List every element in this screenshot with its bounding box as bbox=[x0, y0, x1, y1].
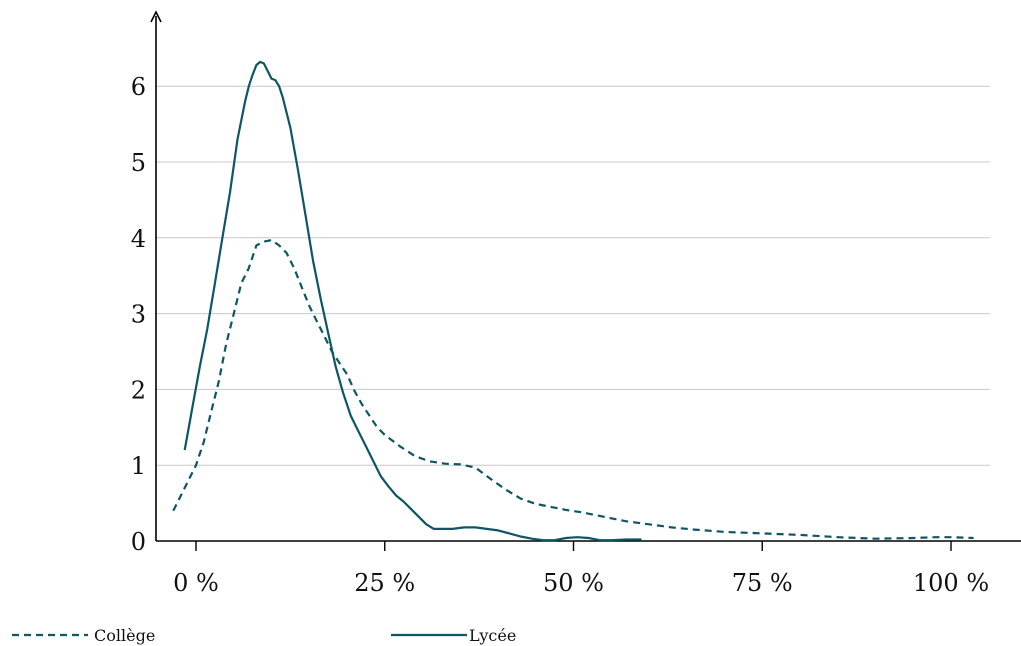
x-tick-label: 75 % bbox=[732, 569, 793, 597]
y-tick-label: 5 bbox=[131, 149, 146, 177]
ticks: 0 1 2 3 4 5 6 0 % 25 % 50 % 75 % 100 % bbox=[131, 73, 989, 597]
y-tick-label: 6 bbox=[131, 73, 146, 101]
x-tick-label: 25 % bbox=[354, 569, 415, 597]
y-tick-label: 0 bbox=[131, 528, 146, 556]
series-line-lycee bbox=[183, 60, 642, 542]
x-tick-label: 50 % bbox=[543, 569, 604, 597]
x-tick-label: 100 % bbox=[913, 569, 989, 597]
gridlines bbox=[156, 85, 990, 466]
series bbox=[172, 60, 974, 542]
series-line-college bbox=[172, 239, 974, 540]
y-tick-label: 1 bbox=[131, 452, 146, 480]
legend: Collège Lycée bbox=[12, 626, 516, 645]
axes bbox=[150, 10, 1021, 542]
y-tick-label: 3 bbox=[131, 301, 146, 329]
legend-label: Collège bbox=[94, 626, 155, 645]
y-tick-label: 2 bbox=[131, 376, 146, 404]
y-tick-label: 4 bbox=[131, 225, 146, 253]
x-tick-label: 0 % bbox=[173, 569, 219, 597]
y-axis-arrow bbox=[150, 10, 162, 23]
legend-label: Lycée bbox=[469, 626, 516, 645]
